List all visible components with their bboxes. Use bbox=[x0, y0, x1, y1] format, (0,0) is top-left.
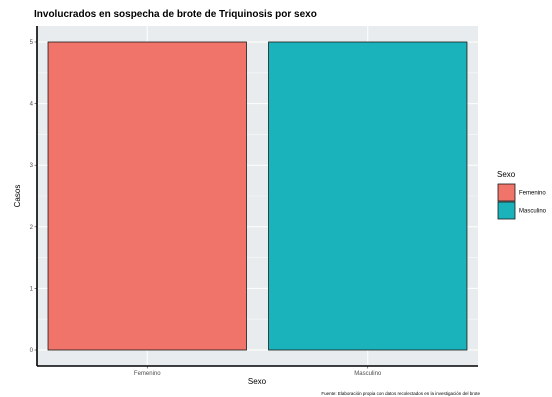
chart-title: Involucrados en sospecha de brote de Tri… bbox=[34, 9, 317, 20]
bar-femenino bbox=[47, 41, 247, 351]
legend-items: Femenino Masculino bbox=[497, 183, 547, 220]
x-tick-label: Masculino bbox=[354, 371, 382, 377]
y-tick-label: 0 bbox=[30, 348, 34, 354]
y-tick-label: 2 bbox=[30, 225, 34, 231]
chart-caption: Fuente: Elaboración propia con datos rec… bbox=[321, 391, 480, 396]
x-axis-title: Sexo bbox=[248, 377, 267, 386]
y-tick-label: 1 bbox=[30, 286, 34, 292]
y-tick-label: 3 bbox=[30, 163, 34, 169]
legend-label: Femenino bbox=[519, 191, 546, 197]
bar-masculino bbox=[268, 41, 468, 351]
x-axis: Femenino Masculino bbox=[134, 366, 382, 377]
y-axis-title: Casos bbox=[13, 185, 22, 208]
legend-label: Masculino bbox=[519, 209, 547, 215]
x-tick-label: Femenino bbox=[134, 371, 161, 377]
legend: Sexo Femenino Masculino bbox=[497, 170, 547, 220]
bars bbox=[47, 41, 468, 351]
y-tick-label: 4 bbox=[30, 102, 34, 108]
y-axis: 0 1 2 3 4 5 bbox=[30, 40, 37, 354]
legend-title: Sexo bbox=[497, 170, 516, 179]
legend-key-femenino bbox=[497, 183, 516, 202]
legend-key-masculino bbox=[497, 201, 516, 220]
y-tick-label: 5 bbox=[30, 40, 34, 46]
